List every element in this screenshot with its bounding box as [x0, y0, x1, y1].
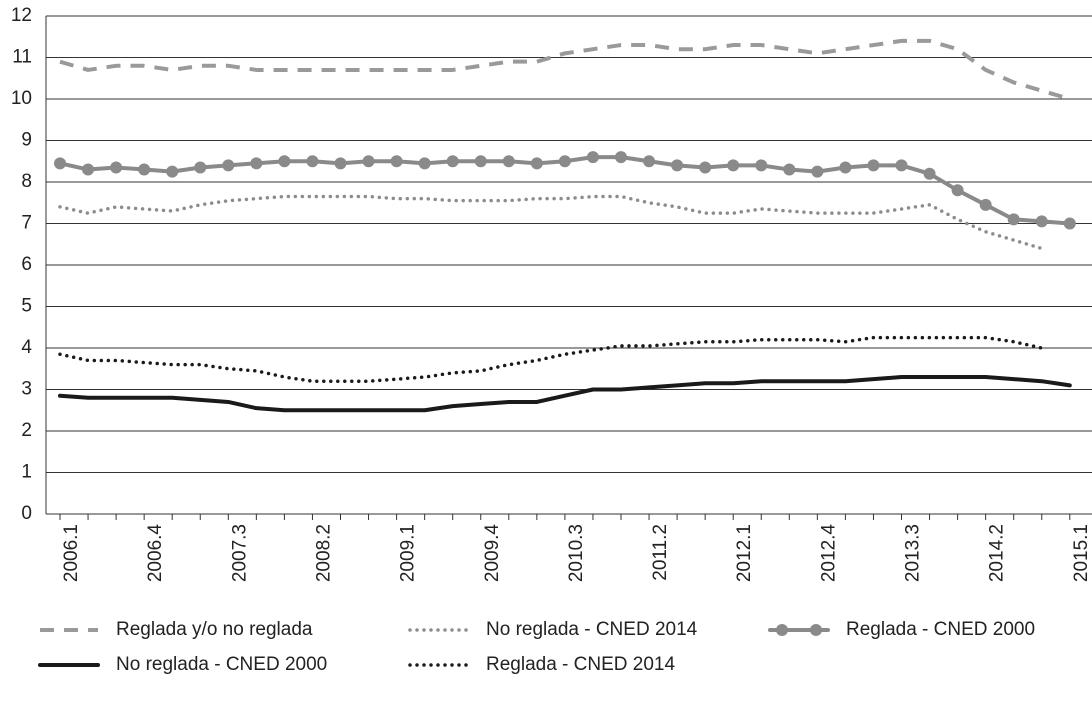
- point: [783, 163, 796, 176]
- point: [586, 151, 599, 164]
- y-tick-label: 0: [21, 503, 32, 524]
- point: [250, 157, 263, 170]
- y-tick-label: 10: [11, 88, 32, 109]
- legend-label: No reglada - CNED 2000: [116, 654, 327, 675]
- x-tick-label: 2007.3: [229, 524, 250, 582]
- x-tick-label: 2006.1: [61, 524, 82, 582]
- x-tick-label: 2010.3: [566, 524, 587, 582]
- point: [362, 155, 375, 168]
- y-tick-label: 5: [21, 296, 32, 317]
- point: [418, 157, 431, 170]
- series-line: [58, 194, 1044, 251]
- point: [1007, 213, 1020, 226]
- y-tick-label: 4: [21, 337, 32, 358]
- point: [615, 151, 627, 164]
- point: [1063, 217, 1076, 230]
- y-tick-label: 8: [21, 171, 32, 192]
- series-line: [58, 335, 1044, 383]
- point: [54, 157, 66, 170]
- point: [82, 163, 95, 176]
- series-line: [58, 375, 1072, 413]
- legend-marker: [810, 624, 822, 636]
- y-tick-label: 2: [21, 420, 32, 441]
- point: [895, 159, 908, 172]
- point: [727, 159, 740, 172]
- point: [446, 155, 459, 168]
- point: [671, 159, 684, 172]
- point: [867, 159, 880, 172]
- point: [194, 161, 207, 174]
- y-tick-label: 12: [11, 5, 32, 26]
- point: [306, 155, 319, 168]
- legend-label: Reglada - CNED 2014: [486, 654, 675, 675]
- x-tick-label: 2009.1: [398, 524, 419, 582]
- point: [979, 198, 992, 211]
- point: [390, 155, 403, 168]
- y-tick-label: 1: [21, 462, 32, 483]
- point: [755, 159, 768, 172]
- legend-label: No reglada - CNED 2014: [486, 619, 698, 640]
- x-tick-label: 2009.4: [482, 524, 503, 583]
- point: [530, 157, 543, 170]
- point: [502, 155, 515, 168]
- x-tick-label: 2006.4: [145, 524, 166, 583]
- point: [811, 165, 824, 178]
- x-tick-label: 2011.2: [650, 524, 671, 581]
- y-tick-label: 6: [21, 254, 32, 275]
- x-tick-label: 2012.4: [818, 524, 839, 583]
- point: [643, 155, 656, 168]
- point: [558, 155, 571, 168]
- point: [839, 161, 852, 174]
- point: [110, 161, 123, 174]
- y-tick-label: 3: [21, 379, 32, 400]
- legend-label: Reglada - CNED 2000: [846, 619, 1035, 640]
- legend-marker: [776, 624, 788, 636]
- point: [474, 155, 487, 168]
- point: [138, 163, 151, 176]
- point: [1035, 215, 1048, 228]
- y-tick-label: 11: [12, 47, 32, 68]
- point: [951, 184, 964, 197]
- point: [699, 161, 712, 174]
- x-tick-label: 2015.1: [1071, 524, 1092, 582]
- x-tick-label: 2014.2: [987, 524, 1008, 582]
- x-tick-label: 2008.2: [313, 524, 334, 582]
- point: [222, 159, 235, 172]
- series-line: [59, 38, 1071, 101]
- x-tick-label: 2012.1: [734, 524, 755, 582]
- y-tick-label: 9: [21, 130, 32, 151]
- point: [278, 155, 291, 168]
- point: [166, 165, 179, 178]
- y-tick-label: 7: [21, 213, 32, 234]
- point: [923, 167, 936, 180]
- legend-label: Reglada y/o no reglada: [116, 619, 313, 640]
- point: [334, 157, 347, 170]
- x-tick-label: 2013.3: [903, 524, 924, 582]
